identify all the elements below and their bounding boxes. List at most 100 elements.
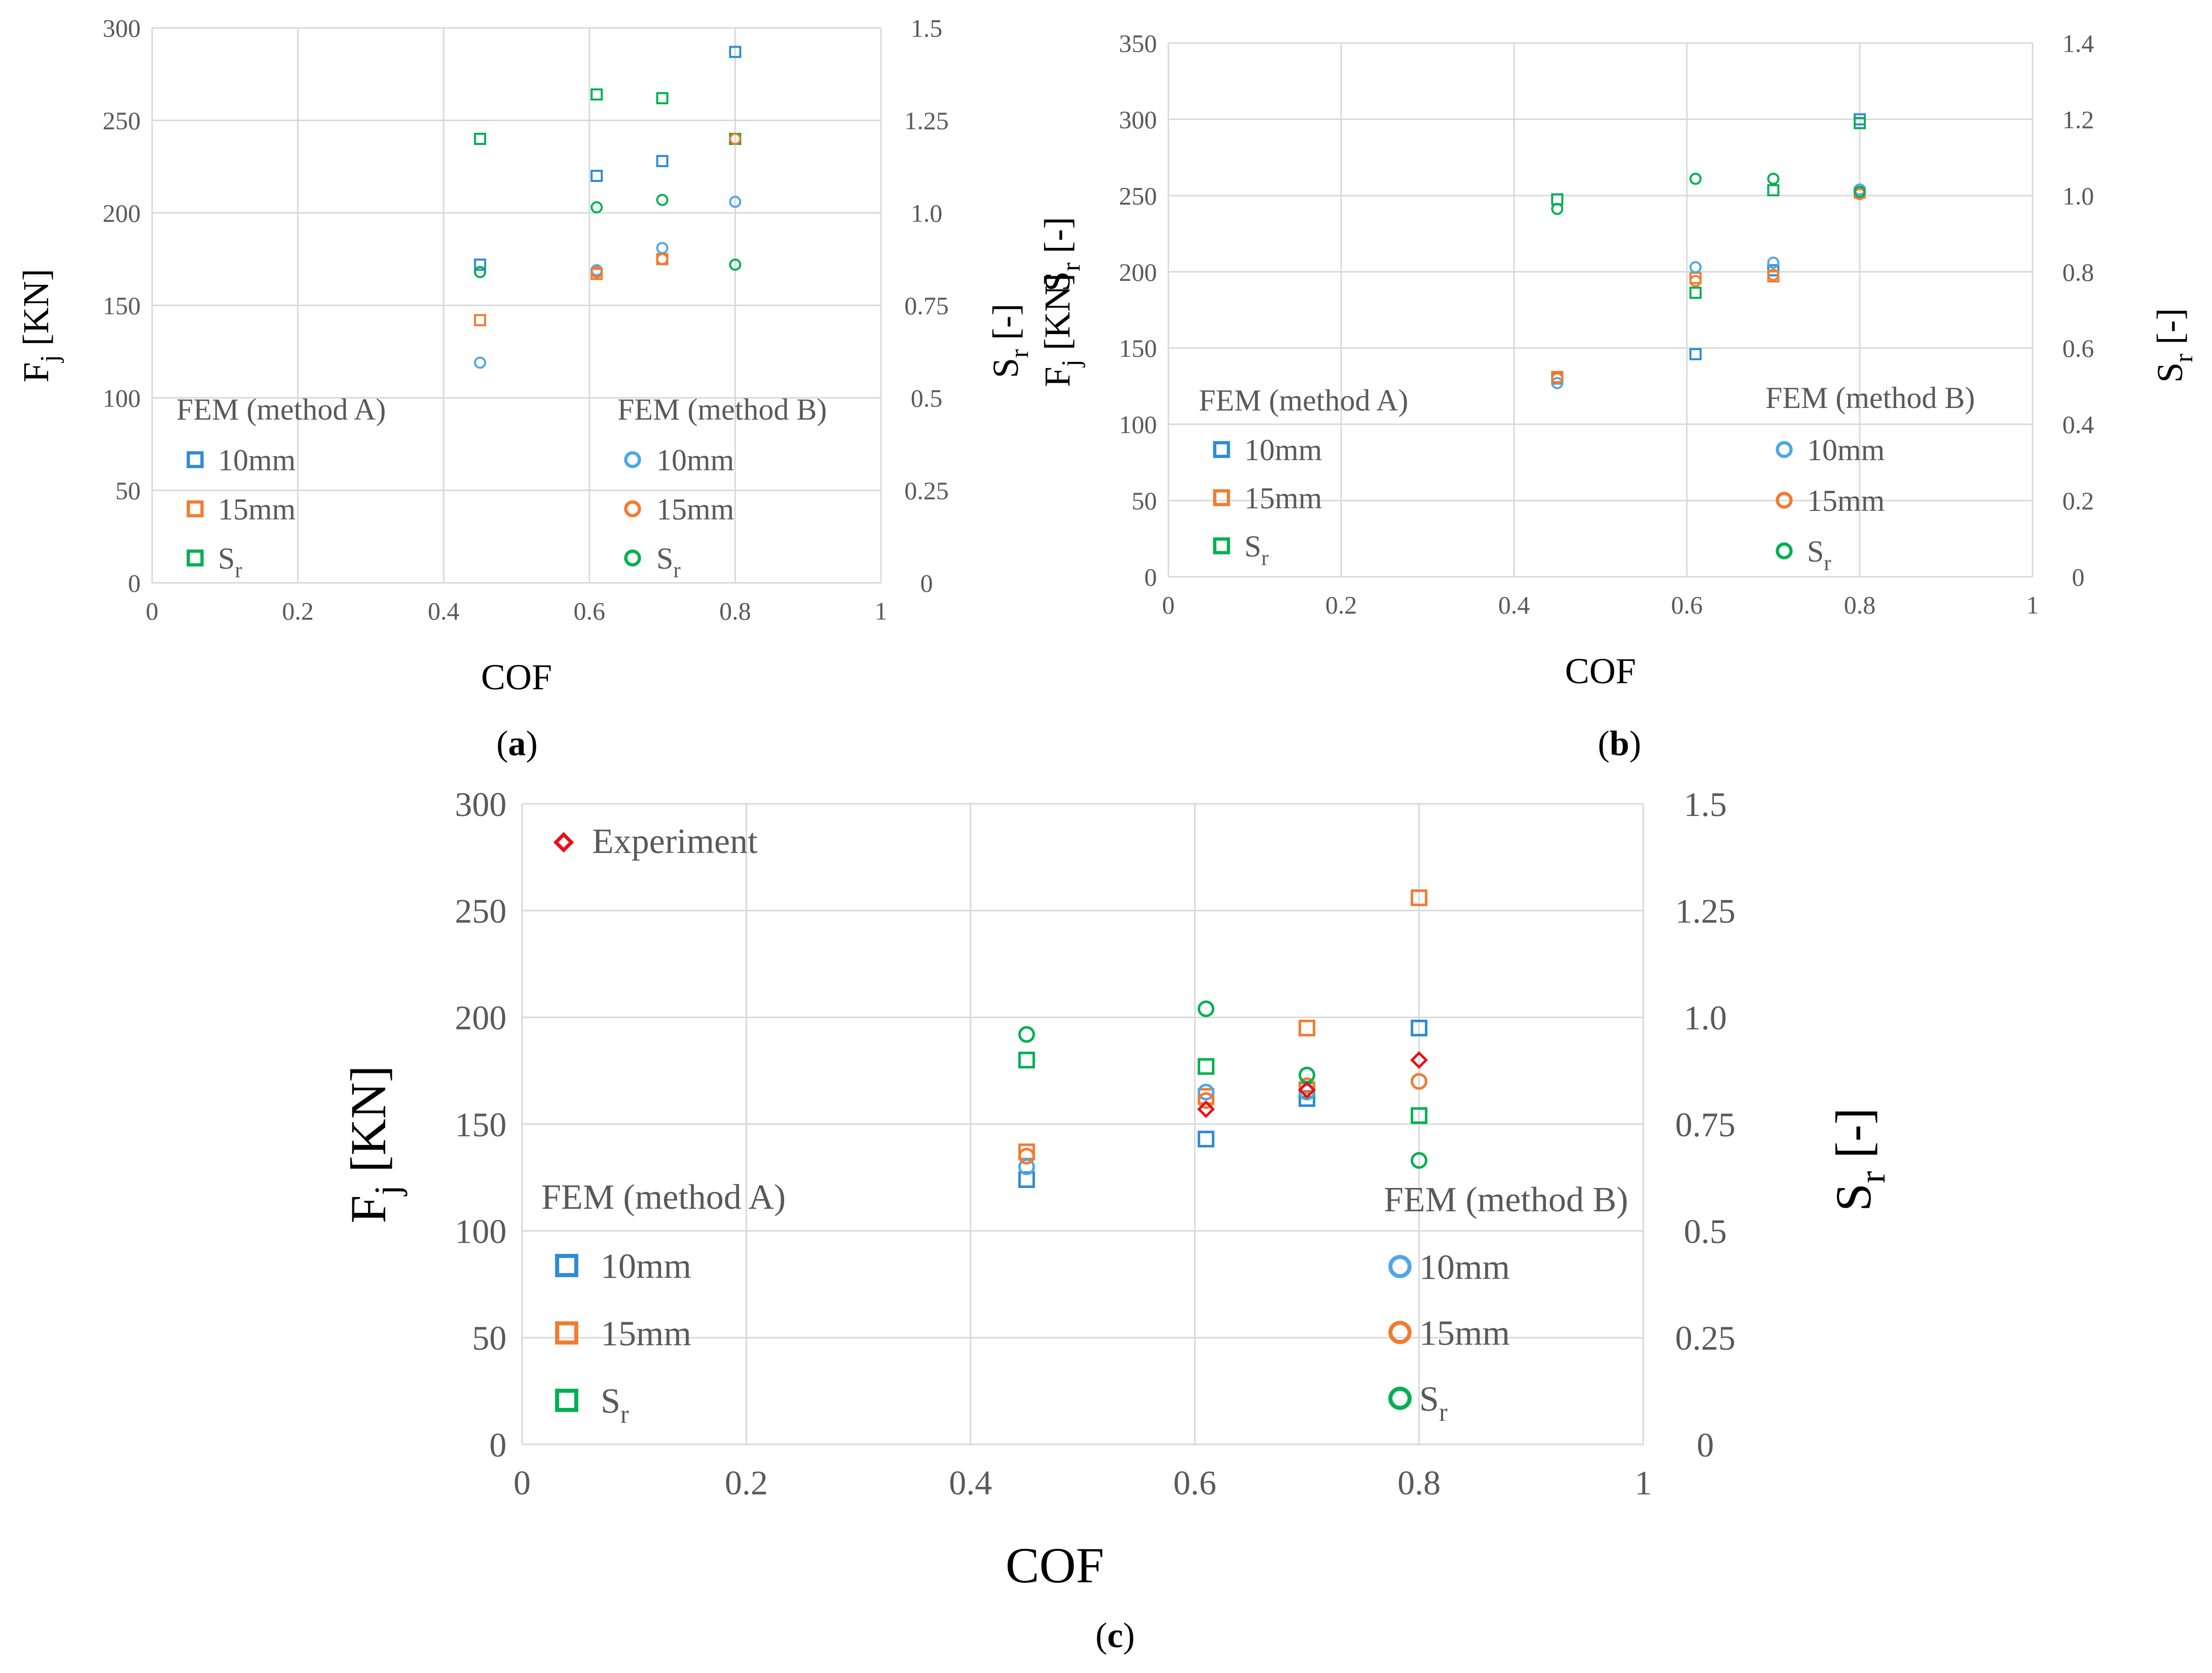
legend-marker bbox=[555, 1321, 578, 1345]
y2-tick-label: 1.0 bbox=[1684, 998, 1727, 1037]
data-point bbox=[1018, 1026, 1035, 1043]
x-tick-label: 0.6 bbox=[1173, 1464, 1216, 1502]
data-point bbox=[729, 258, 742, 271]
data-point bbox=[1018, 1171, 1035, 1188]
x-axis-title: COF bbox=[1006, 1537, 1104, 1593]
data-point bbox=[656, 253, 669, 266]
legend-label: 10mm bbox=[601, 1247, 691, 1286]
data-point bbox=[474, 133, 487, 145]
data-point bbox=[591, 266, 603, 278]
y2-tick-label: 0.5 bbox=[911, 384, 943, 413]
y2-tick-label: 0 bbox=[1697, 1426, 1714, 1464]
y2-tick-label: 0 bbox=[920, 569, 933, 598]
data-point bbox=[1551, 377, 1564, 389]
series-b-15mm bbox=[1018, 1073, 1428, 1165]
legend-label: 15mm bbox=[656, 493, 734, 526]
legend-title: FEM (method B) bbox=[1384, 1180, 1628, 1219]
data-point bbox=[656, 242, 669, 254]
x-tick-label: 0.8 bbox=[1397, 1464, 1441, 1502]
legend-marker bbox=[555, 1254, 578, 1277]
data-point bbox=[656, 92, 669, 104]
data-point bbox=[1551, 372, 1564, 385]
legend-label: Sr bbox=[656, 542, 681, 582]
y-axis-title: Fj [KN] bbox=[1037, 273, 1086, 387]
legend-label: 15mm bbox=[1807, 484, 1885, 517]
y-tick-label: 50 bbox=[472, 1319, 506, 1357]
y2-tick-label: 0.25 bbox=[904, 476, 949, 505]
data-point bbox=[1298, 1084, 1315, 1101]
legend-title: FEM (method A) bbox=[176, 393, 386, 426]
legend-title: FEM (method A) bbox=[1199, 384, 1408, 417]
legend-label: 15mm bbox=[1244, 481, 1322, 515]
y2-tick-label: 0.6 bbox=[2062, 334, 2094, 362]
data-point bbox=[1854, 185, 1866, 198]
x-axis-title: COF bbox=[481, 657, 552, 697]
data-point bbox=[1197, 1084, 1214, 1101]
data-point bbox=[1018, 1052, 1035, 1069]
data-point bbox=[1411, 1073, 1428, 1090]
legend-marker bbox=[624, 451, 641, 468]
y-tick-label: 200 bbox=[103, 199, 141, 228]
legend-label: 10mm bbox=[656, 443, 734, 477]
series-b-sr bbox=[1018, 1000, 1428, 1169]
y2-tick-label: 1.0 bbox=[911, 199, 943, 228]
legend-method-b: FEM (method B) 10mm 15mm Sr bbox=[1765, 381, 1975, 575]
legend-method-b: FEM (method B) 10mm 15mm Sr bbox=[617, 393, 827, 582]
legend-marker-experiment bbox=[553, 832, 574, 853]
x-tick-label: 0 bbox=[1162, 591, 1175, 619]
chart-panel-a: 0 0.2 0.4 0.6 0.8 1 0 50 100 150 200 250 300 0 0.25 0.5… bbox=[16, 14, 1034, 764]
y2-tick-label: 0.75 bbox=[1675, 1105, 1736, 1144]
legend-marker bbox=[187, 549, 204, 567]
legend-marker bbox=[1388, 1321, 1412, 1344]
legend-marker bbox=[555, 1389, 578, 1412]
y2-tick-label: 0.2 bbox=[2062, 487, 2094, 515]
y2-tick-label: 0 bbox=[2072, 563, 2085, 591]
y2-axis-title: Sr [-] bbox=[2150, 308, 2198, 383]
y-tick-label: 300 bbox=[1119, 105, 1157, 134]
y-tick-label: 0 bbox=[128, 569, 141, 598]
data-point bbox=[1411, 1152, 1428, 1169]
x-tick-label: 0 bbox=[513, 1464, 531, 1502]
data-point bbox=[1197, 1130, 1214, 1147]
data-point bbox=[1018, 1147, 1035, 1165]
y-tick-label: 100 bbox=[1119, 411, 1157, 439]
panel-caption: (b) bbox=[1598, 724, 1641, 763]
legend-marker bbox=[1388, 1255, 1412, 1278]
series-a-sr bbox=[1551, 117, 1866, 299]
data-point bbox=[1018, 1158, 1035, 1175]
legend-label: 10mm bbox=[1807, 433, 1885, 467]
series-a-10mm bbox=[1018, 1019, 1428, 1188]
legend-marker bbox=[1213, 441, 1230, 458]
legend-label: Sr bbox=[601, 1382, 629, 1429]
legend-marker bbox=[1213, 537, 1230, 554]
legend-marker bbox=[1776, 441, 1793, 458]
x-tick-label: 0.2 bbox=[282, 597, 314, 625]
data-point bbox=[1197, 1100, 1215, 1119]
legend-label: 10mm bbox=[1419, 1248, 1510, 1287]
legend-marker bbox=[624, 500, 641, 517]
series-a-15mm bbox=[1551, 186, 1866, 383]
legend-title: FEM (method A) bbox=[541, 1178, 786, 1217]
y2-tick-label: 1.5 bbox=[911, 14, 943, 43]
data-point bbox=[474, 266, 487, 278]
chart-panel-c: 0 0.2 0.4 0.6 0.8 1 0 50 100 150 200 250 300 0 0.25 0.5… bbox=[340, 785, 1893, 1655]
data-point bbox=[656, 155, 669, 167]
data-point bbox=[1298, 1081, 1316, 1099]
y2-tick-label: 0.5 bbox=[1684, 1212, 1727, 1250]
y2-tick-label: 1.4 bbox=[2062, 29, 2094, 58]
y2-tick-label: 1.0 bbox=[2062, 181, 2094, 210]
data-point bbox=[474, 356, 487, 369]
data-point bbox=[1298, 1090, 1315, 1107]
legend-label: Sr bbox=[1807, 535, 1831, 575]
y-tick-label: 0 bbox=[1145, 563, 1157, 591]
y-tick-label: 50 bbox=[116, 476, 141, 505]
data-point bbox=[591, 170, 603, 182]
legend-label: 10mm bbox=[218, 443, 296, 477]
legend-label: 15mm bbox=[601, 1315, 691, 1354]
data-point bbox=[1411, 1019, 1428, 1036]
data-point bbox=[1298, 1066, 1315, 1084]
legend-marker bbox=[1776, 542, 1793, 560]
data-point bbox=[1689, 261, 1702, 274]
data-point bbox=[1767, 184, 1780, 197]
